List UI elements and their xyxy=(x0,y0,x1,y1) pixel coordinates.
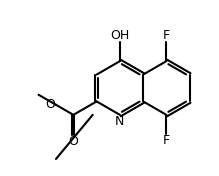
Text: N: N xyxy=(115,115,125,128)
Text: O: O xyxy=(45,98,55,111)
Text: OH: OH xyxy=(110,29,129,42)
Text: O: O xyxy=(69,135,78,148)
Text: F: F xyxy=(163,134,170,147)
Text: F: F xyxy=(163,29,170,42)
